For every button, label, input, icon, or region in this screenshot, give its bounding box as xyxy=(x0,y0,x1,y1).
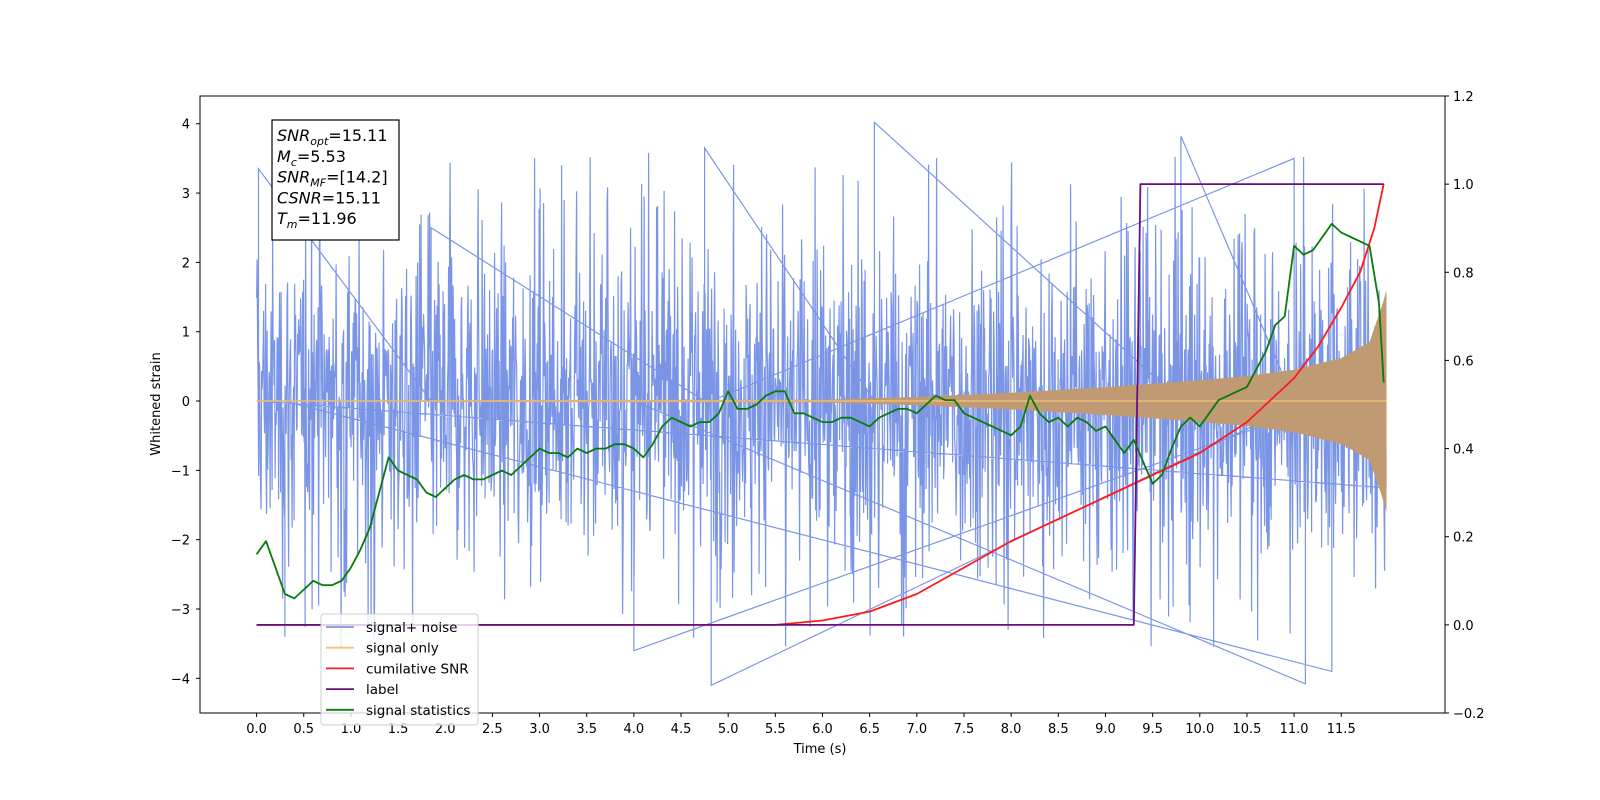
x-tick-label: 0.0 xyxy=(246,722,267,737)
x-tick-label: 8.0 xyxy=(1001,722,1022,737)
y2-tick-label: −0.2 xyxy=(1453,707,1485,722)
x-tick-label: 6.0 xyxy=(812,722,833,737)
x-tick-label: 4.5 xyxy=(671,722,692,737)
y2-tick-label: 0.6 xyxy=(1453,354,1474,369)
x-tick-label: 7.5 xyxy=(954,722,975,737)
y-tick-label: 1 xyxy=(182,326,190,341)
legend-label: label xyxy=(366,682,399,698)
y-axis-right: 1.2 1.0 0.8 0.6 0.4 0.2 0.0 −0.2 xyxy=(1445,90,1485,722)
y-tick-label: 4 xyxy=(182,118,190,133)
x-tick-label: 10.0 xyxy=(1185,722,1214,737)
annotation-line: SNRMF=[14.2] xyxy=(277,168,388,190)
y-axis-label: Whitened strain xyxy=(149,352,164,455)
signal-statistics-line xyxy=(255,222,1385,600)
annotation-line: Tm=11.96 xyxy=(277,209,357,231)
x-tick-label: 2.0 xyxy=(435,722,456,737)
x-tick-label: 11.0 xyxy=(1280,722,1309,737)
x-tick-label: 6.5 xyxy=(859,722,880,737)
x-tick-label: 5.5 xyxy=(765,722,786,737)
annotation-line: SNRopt=15.11 xyxy=(277,126,388,148)
x-axis-label: Time (s) xyxy=(793,742,847,757)
x-tick-label: 3.5 xyxy=(576,722,597,737)
x-tick-label: 4.0 xyxy=(624,722,645,737)
y2-tick-label: 1.2 xyxy=(1453,90,1474,105)
legend-box xyxy=(320,613,479,726)
metrics-annotation-box: SNRopt=15.11Mc=5.53SNRMF=[14.2]CSNR=15.1… xyxy=(271,119,400,241)
y2-tick-label: 0.4 xyxy=(1453,443,1474,458)
y-axis-left: 4 3 2 1 0 −1 −2 −3 −4 xyxy=(171,118,200,687)
signal-noise-series xyxy=(256,120,1387,687)
y-tick-label: −1 xyxy=(171,464,190,479)
y2-tick-label: 0.0 xyxy=(1453,619,1474,634)
x-axis: 0.0 0.5 1.0 1.5 2.0 2.5 3.0 3.5 4.0 4.5 5.0 5.5 6.0 6… xyxy=(246,713,1356,737)
y-tick-label: 3 xyxy=(182,187,190,202)
y2-tick-label: 0.2 xyxy=(1453,531,1474,546)
y-tick-label: −3 xyxy=(171,603,190,618)
y2-tick-label: 0.8 xyxy=(1453,266,1474,281)
cumulative-snr-line xyxy=(256,183,1385,626)
label-line xyxy=(256,183,1384,626)
y2-tick-label: 1.0 xyxy=(1453,178,1474,193)
legend: signal+ noise signal only cumilative SNR la… xyxy=(320,613,479,726)
y-tick-label: 2 xyxy=(182,256,190,271)
x-tick-label: 2.5 xyxy=(482,722,503,737)
signal-only-series xyxy=(256,290,1387,512)
annotation-line: Mc=5.53 xyxy=(277,147,346,169)
x-tick-label: 1.0 xyxy=(341,722,362,737)
annotation-line: CSNR=15.11 xyxy=(277,188,381,207)
x-tick-label: 0.5 xyxy=(293,722,314,737)
legend-label: signal statistics xyxy=(366,703,470,719)
x-tick-label: 11.5 xyxy=(1327,722,1356,737)
right-axis-series xyxy=(255,183,1385,626)
y-tick-label: −2 xyxy=(171,534,190,549)
legend-label: signal only xyxy=(366,641,439,657)
y-tick-label: −4 xyxy=(171,672,190,687)
x-tick-label: 9.5 xyxy=(1142,722,1163,737)
x-tick-label: 8.5 xyxy=(1048,722,1069,737)
x-tick-label: 1.5 xyxy=(388,722,409,737)
legend-label: signal+ noise xyxy=(366,620,457,636)
y-tick-label: 0 xyxy=(182,395,190,410)
x-tick-label: 3.0 xyxy=(529,722,550,737)
x-tick-label: 5.0 xyxy=(718,722,739,737)
x-tick-label: 10.5 xyxy=(1232,722,1261,737)
x-tick-label: 7.0 xyxy=(906,722,927,737)
annotation-box xyxy=(271,119,400,241)
x-tick-label: 9.0 xyxy=(1095,722,1116,737)
legend-label: cumilative SNR xyxy=(366,661,469,677)
signal-noise-line xyxy=(256,120,1387,687)
